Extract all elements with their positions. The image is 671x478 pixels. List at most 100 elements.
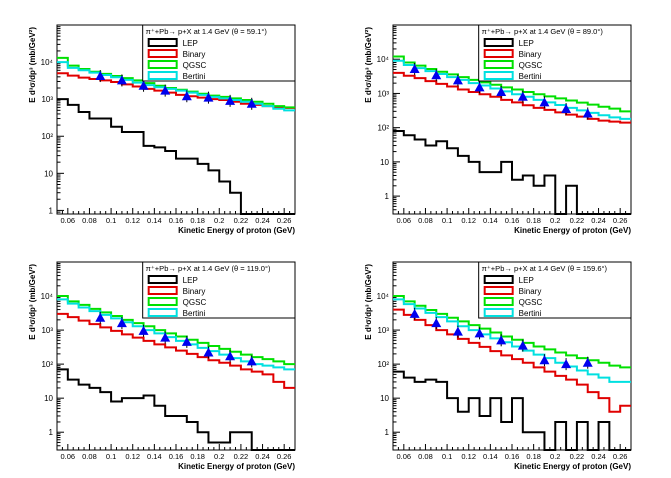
legend-swatch-bertini (147, 308, 178, 317)
x-tick-label: 0.16 (505, 216, 520, 225)
x-tick-label: 0.08 (418, 216, 433, 225)
legend-swatch-qgsc (483, 297, 514, 306)
x-tick-label: 0.06 (61, 216, 76, 225)
data-point (160, 332, 171, 342)
x-tick-label: 0.12 (461, 452, 476, 461)
series-lep (57, 368, 295, 451)
x-tick-label: 0.26 (613, 216, 628, 225)
chart-title: π⁺+Pb→ p+X at 1.4 GeV (θ = 59.1°) (146, 27, 268, 36)
data-point (561, 104, 572, 114)
data-point (582, 108, 593, 118)
x-tick-label: 0.2 (214, 452, 224, 461)
data-point (95, 71, 106, 81)
y-tick-label: 10³ (41, 326, 53, 335)
data-point (561, 359, 572, 369)
y-tick-label: 10 (380, 158, 389, 167)
data-point (181, 336, 192, 346)
data-point (203, 92, 214, 102)
x-tick-label: 0.22 (234, 216, 249, 225)
y-axis-label: E d³σ/dp³ (mb/GeV²) (364, 264, 373, 340)
data-point (160, 85, 171, 95)
x-tick-label: 0.14 (147, 452, 162, 461)
data-point (203, 347, 214, 357)
legend-label: LEP (519, 39, 534, 48)
y-tick-label: 10³ (377, 326, 389, 335)
legend-label: LEP (183, 276, 198, 285)
y-tick-label: 10² (41, 360, 53, 369)
x-tick-label: 0.14 (147, 216, 162, 225)
series-bertini (393, 298, 631, 383)
data-point (474, 328, 485, 338)
x-tick-label: 0.18 (526, 216, 541, 225)
y-tick-label: 10 (380, 394, 389, 403)
data-point (225, 351, 236, 361)
data-point (116, 318, 127, 328)
x-tick-label: 0.14 (483, 216, 498, 225)
x-tick-label: 0.18 (526, 452, 541, 461)
legend-swatch-qgsc (147, 297, 178, 306)
legend-swatch-lep (147, 38, 178, 47)
x-tick-label: 0.18 (190, 452, 205, 461)
data-point (431, 70, 442, 80)
chart-panel-2: 0.06 0.08 0.1 0.12 0.14 0.16 0.18 0.2 0.22 0.24 0.… (364, 24, 632, 235)
series-lep (57, 98, 295, 215)
legend-swatch-binary (483, 286, 514, 295)
x-tick-label: 0.22 (234, 452, 249, 461)
x-tick-label: 0.22 (570, 452, 585, 461)
x-tick-label: 0.1 (442, 216, 452, 225)
data-point (116, 75, 127, 85)
x-tick-label: 0.08 (82, 216, 97, 225)
data-point (409, 308, 420, 318)
data-point (539, 355, 550, 365)
x-tick-label: 0.12 (461, 216, 476, 225)
x-tick-label: 0.08 (82, 452, 97, 461)
series-lep (393, 370, 631, 451)
data-point (246, 98, 257, 108)
data-point (474, 82, 485, 92)
legend-label: QGSC (519, 298, 543, 307)
y-tick-label: 10 (44, 169, 53, 178)
y-tick-label: 10² (41, 132, 53, 141)
x-tick-label: 0.1 (106, 452, 116, 461)
legend-swatch-bertini (483, 71, 514, 80)
legend-swatch-qgsc (147, 60, 178, 69)
x-tick-label: 0.18 (190, 216, 205, 225)
data-point (181, 91, 192, 101)
y-tick-label: 10² (377, 360, 389, 369)
x-tick-label: 0.1 (442, 452, 452, 461)
x-tick-label: 0.2 (214, 216, 224, 225)
x-tick-label: 0.22 (570, 216, 585, 225)
x-tick-label: 0.16 (169, 452, 184, 461)
x-tick-label: 0.2 (550, 216, 560, 225)
x-tick-label: 0.16 (505, 452, 520, 461)
legend-label: LEP (183, 39, 198, 48)
legend-label: Binary (183, 50, 206, 59)
y-tick-label: 10⁴ (41, 292, 54, 301)
x-tick-label: 0.24 (591, 216, 606, 225)
x-tick-label: 0.26 (613, 452, 628, 461)
x-tick-label: 0.24 (591, 452, 606, 461)
data-point (496, 335, 507, 345)
chart-title: π⁺+Pb→ p+X at 1.4 GeV (θ = 119.0°) (146, 264, 271, 273)
y-tick-label: 10 (44, 394, 53, 403)
x-tick-label: 0.06 (397, 452, 412, 461)
y-axis-label: E d³σ/dp³ (mb/GeV²) (364, 27, 373, 103)
legend-swatch-binary (147, 49, 178, 58)
x-tick-label: 0.14 (483, 452, 498, 461)
chart-panel-4: 0.06 0.08 0.1 0.12 0.14 0.16 0.18 0.2 0.22 0.24 0.… (364, 261, 632, 471)
x-tick-label: 0.06 (397, 216, 412, 225)
x-tick-label: 0.2 (550, 452, 560, 461)
data-point (431, 318, 442, 328)
y-tick-label: 10² (377, 124, 389, 133)
y-tick-label: 10⁴ (41, 58, 54, 67)
legend-label: Binary (519, 50, 542, 59)
x-axis-label: Kinetic Energy of proton (GeV) (514, 226, 631, 235)
y-tick-label: 10³ (41, 95, 53, 104)
legend-swatch-lep (483, 275, 514, 284)
legend-swatch-bertini (483, 308, 514, 317)
data-point (496, 87, 507, 97)
x-tick-label: 0.06 (61, 452, 76, 461)
y-tick-label: 10⁴ (377, 292, 390, 301)
legend-swatch-qgsc (483, 60, 514, 69)
